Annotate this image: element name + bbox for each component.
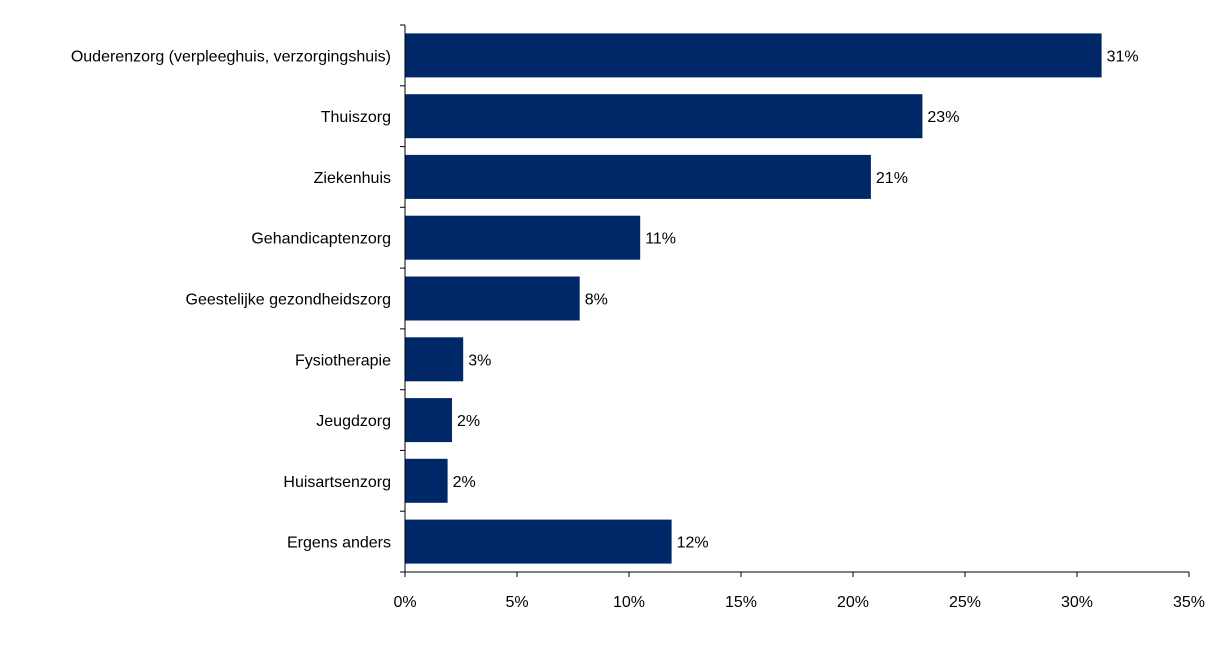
category-label: Ziekenhuis bbox=[314, 170, 391, 187]
x-tick-label: 15% bbox=[725, 594, 757, 611]
x-tick-label: 30% bbox=[1061, 594, 1093, 611]
bar-4 bbox=[405, 276, 580, 321]
category-label: Huisartsenzorg bbox=[283, 474, 391, 491]
category-label: Fysiotherapie bbox=[295, 352, 391, 369]
axes-layer bbox=[400, 24, 1190, 577]
bar-2 bbox=[405, 154, 871, 199]
data-label: 2% bbox=[453, 474, 476, 491]
data-label: 2% bbox=[457, 413, 480, 430]
category-label: Ergens anders bbox=[287, 535, 391, 552]
category-label: Ouderenzorg (verpleeghuis, verzorgingshu… bbox=[71, 48, 391, 65]
x-tick-label: 0% bbox=[393, 594, 416, 611]
data-label: 23% bbox=[927, 109, 959, 126]
bar-7 bbox=[405, 458, 448, 503]
bar-1 bbox=[405, 94, 923, 139]
category-label: Gehandicaptenzorg bbox=[251, 231, 391, 248]
bar-0 bbox=[405, 33, 1102, 78]
data-label: 12% bbox=[677, 535, 709, 552]
data-label: 21% bbox=[876, 170, 908, 187]
category-label: Thuiszorg bbox=[321, 109, 391, 126]
data-label: 11% bbox=[645, 231, 676, 248]
bar-5 bbox=[405, 337, 464, 382]
bar-8 bbox=[405, 519, 672, 564]
category-label: Jeugdzorg bbox=[316, 413, 391, 430]
data-label: 31% bbox=[1107, 48, 1139, 65]
x-tick-label: 10% bbox=[613, 594, 645, 611]
bars-layer bbox=[405, 33, 1102, 564]
x-tick-label: 5% bbox=[505, 594, 528, 611]
labels-layer: Ouderenzorg (verpleeghuis, verzorgingshu… bbox=[71, 48, 1205, 611]
category-label: Geestelijke gezondheidszorg bbox=[186, 292, 391, 309]
x-tick-label: 25% bbox=[949, 594, 981, 611]
x-tick-label: 20% bbox=[837, 594, 869, 611]
data-label: 8% bbox=[585, 292, 608, 309]
x-tick-label: 35% bbox=[1173, 594, 1205, 611]
data-label: 3% bbox=[468, 352, 491, 369]
bar-6 bbox=[405, 398, 452, 443]
bar-3 bbox=[405, 215, 641, 260]
